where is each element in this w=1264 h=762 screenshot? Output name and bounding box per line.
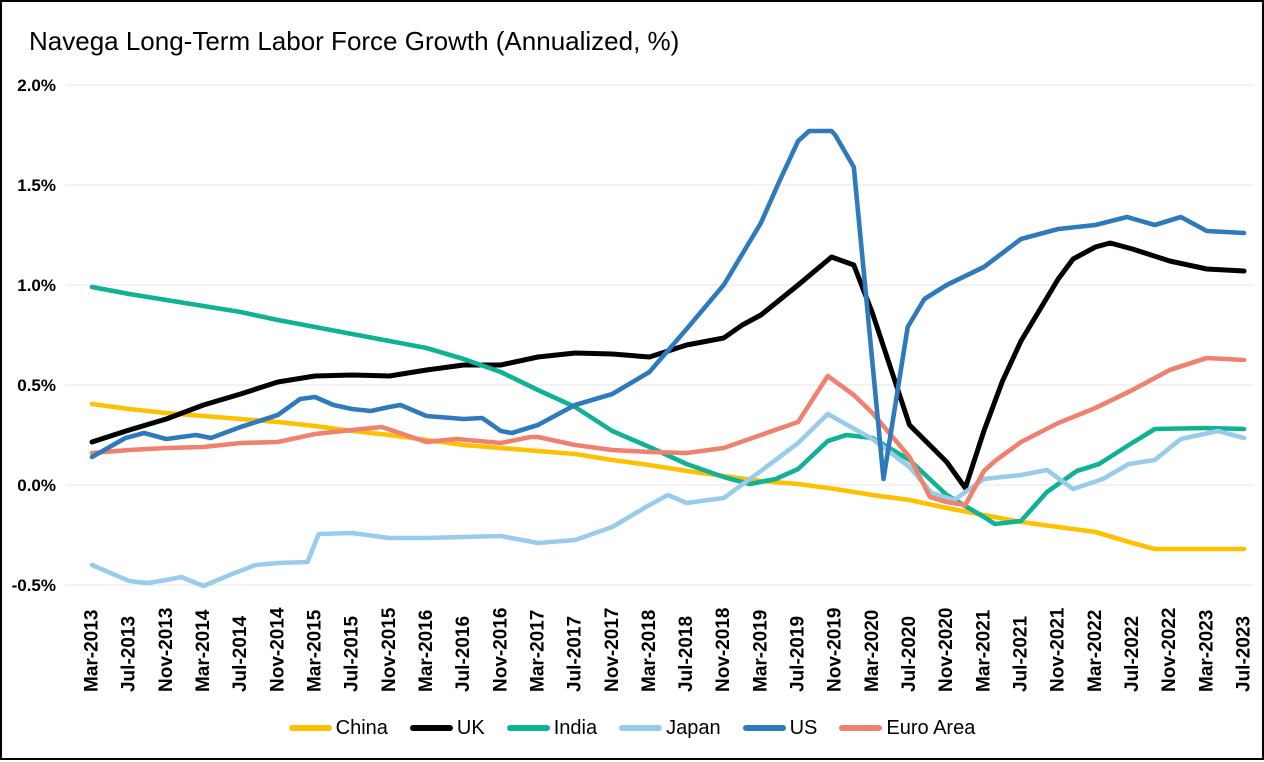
legend-label: India xyxy=(553,716,598,739)
y-axis-label: -0.5% xyxy=(12,576,56,595)
chart-legend: China UK India Japan US Euro Area xyxy=(2,709,1262,747)
series-line-uk xyxy=(89,240,1247,491)
x-axis-label: Jul-2017 xyxy=(565,616,586,692)
x-axis-label: Nov-2021 xyxy=(1048,607,1069,692)
x-axis-label: Mar-2020 xyxy=(862,610,883,692)
y-axis-label: 0.0% xyxy=(17,476,56,495)
series-line-india xyxy=(89,284,1247,527)
legend-item-uk: UK xyxy=(409,716,485,740)
chart-title: Navega Long-Term Labor Force Growth (Ann… xyxy=(29,26,680,56)
x-axis-label: Nov-2016 xyxy=(490,608,511,693)
legend-swatch-icon xyxy=(619,725,663,731)
x-axis-label: Mar-2023 xyxy=(1196,610,1217,692)
legend-item-japan: Japan xyxy=(619,717,721,740)
x-axis-label: Jul-2023 xyxy=(1234,616,1255,692)
x-axis-label: Jul-2016 xyxy=(453,616,474,692)
legend-swatch-icon xyxy=(288,725,332,731)
series-line-us xyxy=(89,128,1247,482)
x-axis-label: Jul-2020 xyxy=(899,616,920,692)
x-axis-label: Nov-2022 xyxy=(1159,608,1180,693)
legend-item-india: India xyxy=(506,716,598,740)
legend-item-us: US xyxy=(742,716,818,740)
legend-label: US xyxy=(789,716,818,739)
legend-label: Japan xyxy=(666,716,721,739)
x-axis-label: Mar-2019 xyxy=(750,610,771,692)
x-axis-label: Mar-2022 xyxy=(1085,610,1106,692)
legend-label: China xyxy=(335,716,388,739)
x-axis-label: Nov-2015 xyxy=(379,607,400,692)
x-axis-label: Nov-2014 xyxy=(267,607,288,692)
x-axis-label: Nov-2018 xyxy=(713,608,734,693)
y-axis-label: 1.0% xyxy=(17,276,56,295)
x-axis-label: Mar-2021 xyxy=(973,609,994,692)
y-axis-label: 2.0% xyxy=(17,76,56,95)
x-axis-label: Mar-2013 xyxy=(82,610,103,692)
series-line-china xyxy=(89,401,1247,552)
legend-label: UK xyxy=(456,716,485,739)
x-axis-label: Nov-2020 xyxy=(936,607,957,692)
legend-item-euro-area: Euro Area xyxy=(839,717,975,740)
legend-item-china: China xyxy=(288,716,388,740)
legend-swatch-icon xyxy=(742,725,786,731)
x-axis-label: Jul-2022 xyxy=(1122,616,1143,692)
legend-label: Euro Area xyxy=(886,716,976,739)
x-axis-label: Jul-2013 xyxy=(119,616,140,692)
series-line-euro-area xyxy=(89,355,1247,508)
x-axis-label: Mar-2016 xyxy=(416,610,437,692)
legend-swatch-icon xyxy=(506,725,550,731)
y-axis-label: 1.5% xyxy=(17,176,56,195)
x-axis-label: Jul-2018 xyxy=(676,616,697,692)
x-axis-label: Mar-2018 xyxy=(639,610,660,692)
x-axis-label: Jul-2021 xyxy=(1011,616,1032,692)
series-line-japan xyxy=(89,411,1247,589)
x-axis-label: Mar-2014 xyxy=(193,609,214,692)
legend-swatch-icon xyxy=(409,725,453,731)
x-axis-label: Mar-2015 xyxy=(304,609,325,692)
x-axis-label: Nov-2019 xyxy=(825,608,846,693)
x-axis-label: Jul-2014 xyxy=(230,616,251,692)
x-axis-label: Jul-2019 xyxy=(788,616,809,692)
x-axis-label: Nov-2013 xyxy=(156,608,177,693)
x-axis-label: Nov-2017 xyxy=(602,608,623,693)
x-axis-label: Jul-2015 xyxy=(342,616,363,692)
x-axis-label: Mar-2017 xyxy=(527,610,548,692)
legend-swatch-icon xyxy=(839,725,883,731)
y-axis-label: 0.5% xyxy=(17,376,56,395)
